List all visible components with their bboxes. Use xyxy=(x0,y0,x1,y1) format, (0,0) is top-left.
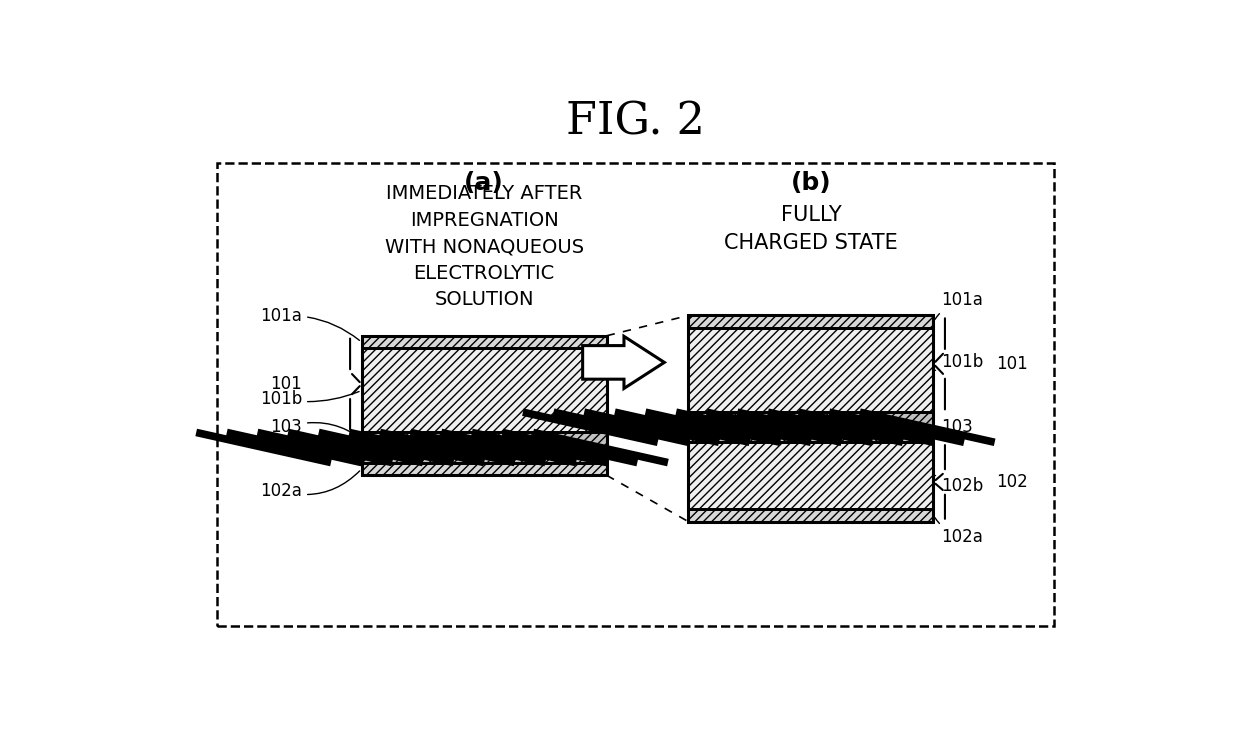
Text: IMMEDIATELY AFTER
IMPREGNATION
WITH NONAQUEOUS
ELECTROLYTIC
SOLUTION: IMMEDIATELY AFTER IMPREGNATION WITH NONA… xyxy=(384,184,584,309)
Text: 103: 103 xyxy=(270,418,370,446)
Text: 101b: 101b xyxy=(934,353,983,371)
Text: 102a: 102a xyxy=(935,517,983,546)
Text: 101: 101 xyxy=(270,375,303,393)
Text: FULLY
CHARGED STATE: FULLY CHARGED STATE xyxy=(724,205,898,253)
Bar xyxy=(362,348,606,432)
Bar xyxy=(688,412,934,442)
Text: 102b: 102b xyxy=(934,475,983,495)
Bar xyxy=(688,316,934,328)
Text: 101a: 101a xyxy=(935,291,983,320)
Text: 102: 102 xyxy=(996,473,1028,491)
Bar xyxy=(688,316,934,522)
Text: 101a: 101a xyxy=(260,307,360,341)
Bar xyxy=(217,162,1054,626)
Text: 101: 101 xyxy=(996,355,1028,373)
Text: FIG. 2: FIG. 2 xyxy=(567,101,704,144)
Bar xyxy=(688,442,934,509)
Bar xyxy=(362,432,606,462)
Bar xyxy=(362,335,606,348)
Text: 102a: 102a xyxy=(260,471,360,500)
Text: 101b: 101b xyxy=(260,390,360,408)
Bar xyxy=(688,412,934,442)
Bar xyxy=(362,335,606,475)
Text: (a): (a) xyxy=(464,171,503,195)
Bar xyxy=(688,509,934,522)
Text: (b): (b) xyxy=(791,171,831,195)
Text: 103: 103 xyxy=(934,418,973,436)
Bar xyxy=(362,432,606,462)
Bar xyxy=(362,462,606,475)
Bar xyxy=(688,328,934,412)
FancyArrow shape xyxy=(583,336,665,389)
